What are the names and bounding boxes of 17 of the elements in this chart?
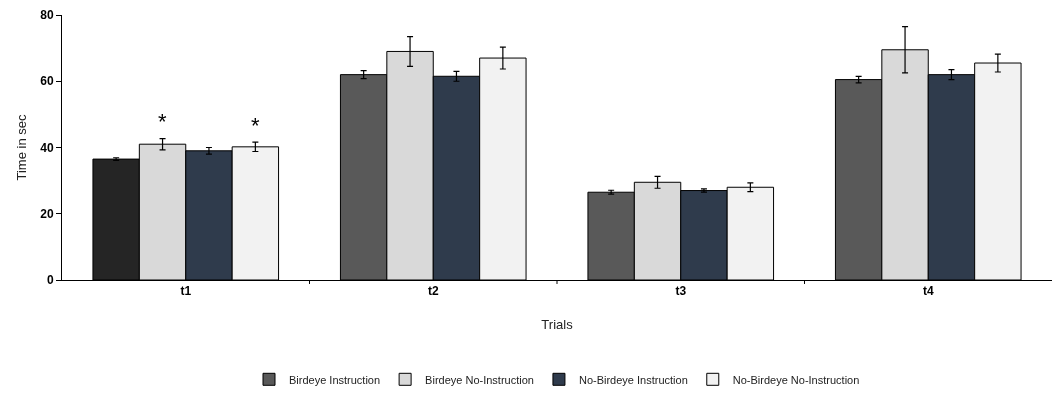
y-tick-label: 20 [40, 206, 54, 221]
annotation: * [158, 109, 167, 134]
legend-label: No-Birdeye No-Instruction [732, 373, 860, 386]
x-tick-label: t3 [675, 284, 687, 299]
x-tick-label: t4 [922, 284, 934, 299]
y-tick-label: 80 [40, 8, 54, 23]
x-tick-label: t2 [427, 284, 439, 299]
annotation: * [251, 113, 260, 138]
legend-label: No-Birdeye Instruction [578, 373, 688, 386]
x-axis-title: Trials [541, 317, 574, 332]
y-tick-label: 60 [40, 74, 54, 89]
y-tick-label: 40 [40, 140, 54, 155]
legend-label: Birdeye Instruction [289, 373, 381, 386]
x-tick-label: t1 [180, 284, 192, 299]
y-axis-title: Time in sec [14, 114, 29, 181]
legend-label: Birdeye No-Instruction [425, 373, 534, 386]
y-tick-label: 0 [46, 273, 54, 288]
